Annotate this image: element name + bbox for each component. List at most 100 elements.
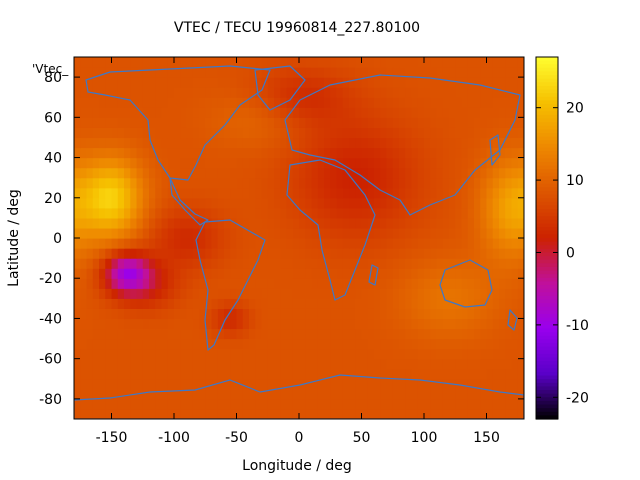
heatmap-cell (224, 187, 231, 199)
heatmap-cell (292, 97, 300, 108)
heatmap-cell (217, 238, 225, 249)
heatmap-cell (155, 97, 163, 108)
colorbar-segment (536, 85, 558, 91)
heatmap-cell (486, 358, 494, 370)
heatmap-cell (455, 258, 463, 269)
heatmap-cell (324, 77, 331, 88)
heatmap-cell (330, 227, 338, 239)
heatmap-cell (267, 197, 275, 209)
heatmap-cell (236, 388, 244, 400)
heatmap-cell (186, 177, 194, 189)
heatmap-cell (292, 258, 300, 269)
heatmap-cell (186, 408, 194, 419)
heatmap-cell (111, 308, 119, 320)
heatmap-cell (174, 368, 181, 380)
heatmap-cell (349, 268, 356, 279)
heatmap-cell (142, 187, 150, 199)
heatmap-cell (217, 288, 225, 299)
heatmap-cell (105, 398, 113, 410)
heatmap-cell (274, 167, 281, 179)
heatmap-cell (486, 298, 494, 309)
colorbar-segment (536, 78, 558, 83)
heatmap-cell (167, 197, 175, 209)
heatmap-cell (249, 328, 256, 340)
heatmap-cell (299, 217, 306, 229)
heatmap-cell (299, 298, 306, 309)
heatmap-cell (461, 388, 469, 400)
heatmap-cell (86, 278, 94, 289)
heatmap-cell (274, 127, 281, 139)
heatmap-cell (430, 248, 438, 259)
heatmap-cell (80, 107, 88, 118)
heatmap-cell (80, 278, 88, 289)
heatmap-cell (455, 167, 463, 179)
heatmap-cell (286, 227, 294, 239)
heatmap-cell (74, 308, 81, 320)
colorbar-segment (536, 67, 558, 73)
heatmap-cell (405, 177, 413, 189)
heatmap-cell (192, 338, 200, 350)
heatmap-cell (317, 77, 325, 88)
heatmap-cell (367, 157, 375, 169)
heatmap-cell (86, 227, 94, 239)
heatmap-cell (455, 408, 463, 419)
heatmap-cell (105, 87, 113, 98)
heatmap-cell (386, 248, 394, 259)
colorbar-segment (536, 321, 558, 326)
heatmap-cell (111, 57, 119, 68)
heatmap-cell (155, 67, 163, 78)
heatmap-cell (224, 278, 231, 289)
heatmap-cell (392, 127, 400, 139)
heatmap-cell (80, 57, 88, 68)
heatmap-cell (149, 268, 156, 279)
colorbar-segment (536, 230, 558, 235)
heatmap-cell (211, 278, 219, 289)
heatmap-cell (511, 187, 519, 199)
heatmap-cell (517, 77, 524, 88)
heatmap-cell (180, 288, 188, 299)
heatmap-cell (392, 338, 400, 350)
heatmap-cell (230, 207, 238, 219)
heatmap-cell (449, 268, 456, 279)
heatmap-cell (461, 258, 469, 269)
chart-title: VTEC / TECU 19960814_227.80100 (174, 20, 420, 36)
heatmap-cell (474, 308, 481, 320)
heatmap-cell (192, 258, 200, 269)
heatmap-cell (149, 398, 156, 410)
heatmap-cell (155, 187, 163, 199)
heatmap-cell (155, 248, 163, 259)
heatmap-cell (474, 157, 481, 169)
heatmap-cell (455, 57, 463, 68)
heatmap-cell (342, 378, 350, 390)
heatmap-cell (180, 278, 188, 289)
heatmap-cell (355, 318, 363, 330)
heatmap-cell (224, 298, 231, 309)
heatmap-cell (399, 238, 406, 249)
heatmap-cell (392, 157, 400, 169)
heatmap-cell (267, 318, 275, 330)
heatmap-cell (342, 258, 350, 269)
colorbar-segment (536, 310, 558, 315)
heatmap-cell (286, 67, 294, 78)
heatmap-cell (499, 268, 506, 279)
heatmap-cell (92, 268, 100, 279)
heatmap-cell (280, 87, 288, 98)
heatmap-cell (242, 388, 250, 400)
heatmap-cell (186, 288, 194, 299)
heatmap-cell (136, 87, 144, 98)
heatmap-cell (405, 227, 413, 239)
heatmap-cell (130, 328, 138, 340)
heatmap-cell (205, 167, 213, 179)
heatmap-cell (517, 207, 524, 219)
heatmap-cell (361, 147, 369, 159)
heatmap-cell (380, 378, 388, 390)
heatmap-cell (424, 167, 431, 179)
heatmap-cell (167, 147, 175, 159)
heatmap-cell (280, 248, 288, 259)
heatmap-cell (249, 368, 256, 380)
heatmap-cell (205, 348, 213, 360)
heatmap-cell (92, 117, 100, 128)
heatmap-cell (505, 77, 513, 88)
heatmap-cell (211, 197, 219, 209)
heatmap-cell (286, 167, 294, 179)
